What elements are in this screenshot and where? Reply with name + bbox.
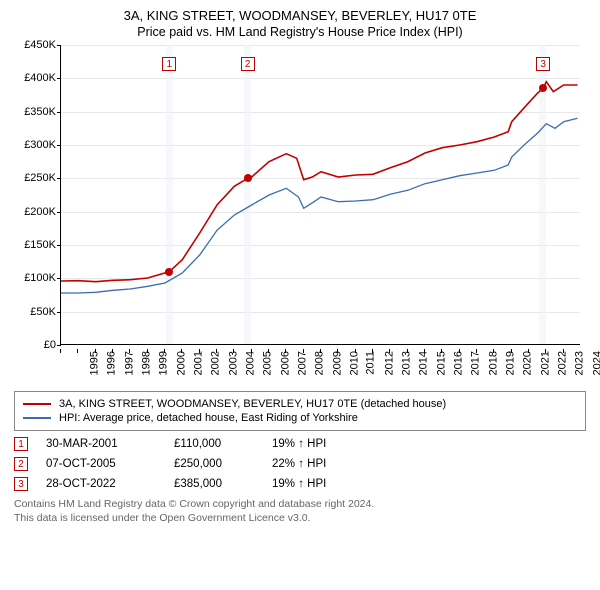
x-tick-label: 2010 bbox=[348, 351, 360, 375]
y-tick-label: £0 bbox=[44, 339, 56, 351]
y-tick-label: £400K bbox=[24, 72, 56, 84]
sale-marker-box: 3 bbox=[536, 57, 550, 71]
chart-subtitle: Price paid vs. HM Land Registry's House … bbox=[10, 25, 590, 39]
x-tick-label: 2024 bbox=[591, 351, 600, 375]
y-axis: £0£50K£100K£150K£200K£250K£300K£350K£400… bbox=[10, 45, 60, 345]
x-tick-label: 2016 bbox=[452, 351, 464, 375]
x-tick-label: 2019 bbox=[504, 351, 516, 375]
event-pct: 22% ↑ HPI bbox=[272, 458, 326, 470]
chart-title: 3A, KING STREET, WOODMANSEY, BEVERLEY, H… bbox=[10, 8, 590, 23]
chart-container: 3A, KING STREET, WOODMANSEY, BEVERLEY, H… bbox=[0, 0, 600, 533]
x-tick-label: 2002 bbox=[210, 351, 222, 375]
line-layer bbox=[61, 45, 581, 345]
sale-dot bbox=[539, 84, 547, 92]
x-tick-label: 1996 bbox=[106, 351, 118, 375]
y-tick-label: £300K bbox=[24, 139, 56, 151]
legend-row: HPI: Average price, detached house, East… bbox=[23, 412, 577, 424]
sale-marker-box: 1 bbox=[162, 57, 176, 71]
event-price: £110,000 bbox=[174, 438, 254, 450]
y-tick-label: £350K bbox=[24, 106, 56, 118]
attribution: Contains HM Land Registry data © Crown c… bbox=[14, 497, 586, 525]
legend-swatch bbox=[23, 417, 51, 419]
sale-marker-box: 2 bbox=[241, 57, 255, 71]
event-pct: 19% ↑ HPI bbox=[272, 438, 326, 450]
x-tick-label: 2001 bbox=[192, 351, 204, 375]
event-row: 1 30-MAR-2001 £110,000 19% ↑ HPI bbox=[14, 437, 586, 451]
y-tick-label: £250K bbox=[24, 172, 56, 184]
event-date: 28-OCT-2022 bbox=[46, 478, 156, 490]
y-tick-label: £100K bbox=[24, 272, 56, 284]
plot-area: 1 2 3 bbox=[60, 45, 580, 345]
x-tick-label: 2022 bbox=[556, 351, 568, 375]
x-tick-label: 2014 bbox=[418, 351, 430, 375]
x-tick-label: 2013 bbox=[400, 351, 412, 375]
x-tick-label: 2017 bbox=[470, 351, 482, 375]
x-tick-label: 2003 bbox=[227, 351, 239, 375]
event-marker-box: 3 bbox=[14, 477, 28, 491]
x-tick-label: 2018 bbox=[487, 351, 499, 375]
x-tick-label: 1998 bbox=[140, 351, 152, 375]
x-tick-label: 2007 bbox=[296, 351, 308, 375]
x-tick-label: 2023 bbox=[574, 351, 586, 375]
y-tick-label: £450K bbox=[24, 39, 56, 51]
legend-label: 3A, KING STREET, WOODMANSEY, BEVERLEY, H… bbox=[59, 398, 446, 410]
legend-swatch bbox=[23, 403, 51, 405]
x-axis: 1995 1996 1997 1998 1999 2000 2001 2002 2003 2004… bbox=[60, 349, 580, 385]
sale-dot bbox=[165, 268, 173, 276]
series-hpi bbox=[61, 118, 578, 293]
x-tick-label: 2012 bbox=[383, 351, 395, 375]
legend-label: HPI: Average price, detached house, East… bbox=[59, 412, 358, 424]
x-tick-label: 2006 bbox=[279, 351, 291, 375]
series-price_paid bbox=[61, 82, 578, 282]
legend: 3A, KING STREET, WOODMANSEY, BEVERLEY, H… bbox=[14, 391, 586, 431]
event-price: £385,000 bbox=[174, 478, 254, 490]
event-row: 2 07-OCT-2005 £250,000 22% ↑ HPI bbox=[14, 457, 586, 471]
chart-area: £0 £50K £100K £150K £200K £250K £300K £350K £400… bbox=[10, 45, 590, 385]
x-tick-label: 2021 bbox=[539, 351, 551, 375]
y-tick-label: £200K bbox=[24, 206, 56, 218]
event-price: £250,000 bbox=[174, 458, 254, 470]
x-tick-label: 2009 bbox=[331, 351, 343, 375]
x-tick-label: 2004 bbox=[244, 351, 256, 375]
event-list: 1 30-MAR-2001 £110,000 19% ↑ HPI 2 07-OCT-200… bbox=[14, 437, 586, 491]
x-tick-label: 1999 bbox=[158, 351, 170, 375]
x-tick-label: 2015 bbox=[435, 351, 447, 375]
x-tick-label: 1995 bbox=[88, 351, 100, 375]
event-marker-box: 2 bbox=[14, 457, 28, 471]
x-tick-label: 2000 bbox=[175, 351, 187, 375]
footer-line-1: Contains HM Land Registry data © Crown c… bbox=[14, 497, 586, 511]
event-pct: 19% ↑ HPI bbox=[272, 478, 326, 490]
y-tick-label: £50K bbox=[30, 306, 56, 318]
x-tick-label: 2020 bbox=[522, 351, 534, 375]
event-marker-box: 1 bbox=[14, 437, 28, 451]
x-tick-label: 2008 bbox=[314, 351, 326, 375]
event-date: 07-OCT-2005 bbox=[46, 458, 156, 470]
x-tick-label: 2005 bbox=[262, 351, 274, 375]
legend-row: 3A, KING STREET, WOODMANSEY, BEVERLEY, H… bbox=[23, 398, 577, 410]
x-tick-label: 2011 bbox=[365, 351, 377, 375]
footer-line-2: This data is licensed under the Open Gov… bbox=[14, 511, 586, 525]
event-date: 30-MAR-2001 bbox=[46, 438, 156, 450]
x-tick-label: 1997 bbox=[123, 351, 135, 375]
sale-dot bbox=[244, 174, 252, 182]
event-row: 3 28-OCT-2022 £385,000 19% ↑ HPI bbox=[14, 477, 586, 491]
y-tick-label: £150K bbox=[24, 239, 56, 251]
